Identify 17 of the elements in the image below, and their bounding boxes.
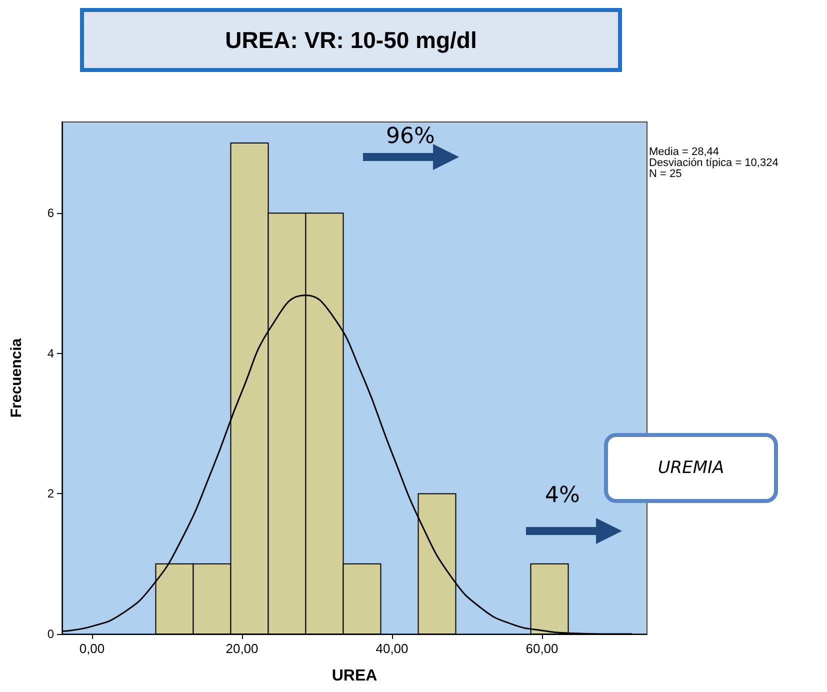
chart-title: UREA: VR: 10-50 mg/dl	[80, 8, 622, 72]
y-tick-label: 0	[47, 627, 54, 641]
text: N = 25	[649, 168, 683, 180]
rounded-box: UREMIA	[604, 433, 778, 503]
annotation: 4%	[545, 483, 580, 508]
y-tick-label: 6	[47, 206, 54, 220]
x-axis-title: UREA	[332, 668, 378, 684]
x-tick-label: 0,00	[79, 641, 105, 656]
y-tick-label: 2	[47, 486, 54, 501]
x-tick-label: 40,00	[376, 641, 408, 656]
text: Desviación típica = 10,324	[649, 157, 778, 169]
x-tick-label: 20,00	[226, 641, 258, 656]
y-axis-title: Frecuencia	[8, 338, 25, 418]
y-tick-label: 4	[47, 346, 54, 360]
x-tick-label: 60,00	[526, 641, 558, 656]
text: Media = 28,44	[649, 146, 720, 158]
annotation: 96%	[386, 124, 435, 149]
